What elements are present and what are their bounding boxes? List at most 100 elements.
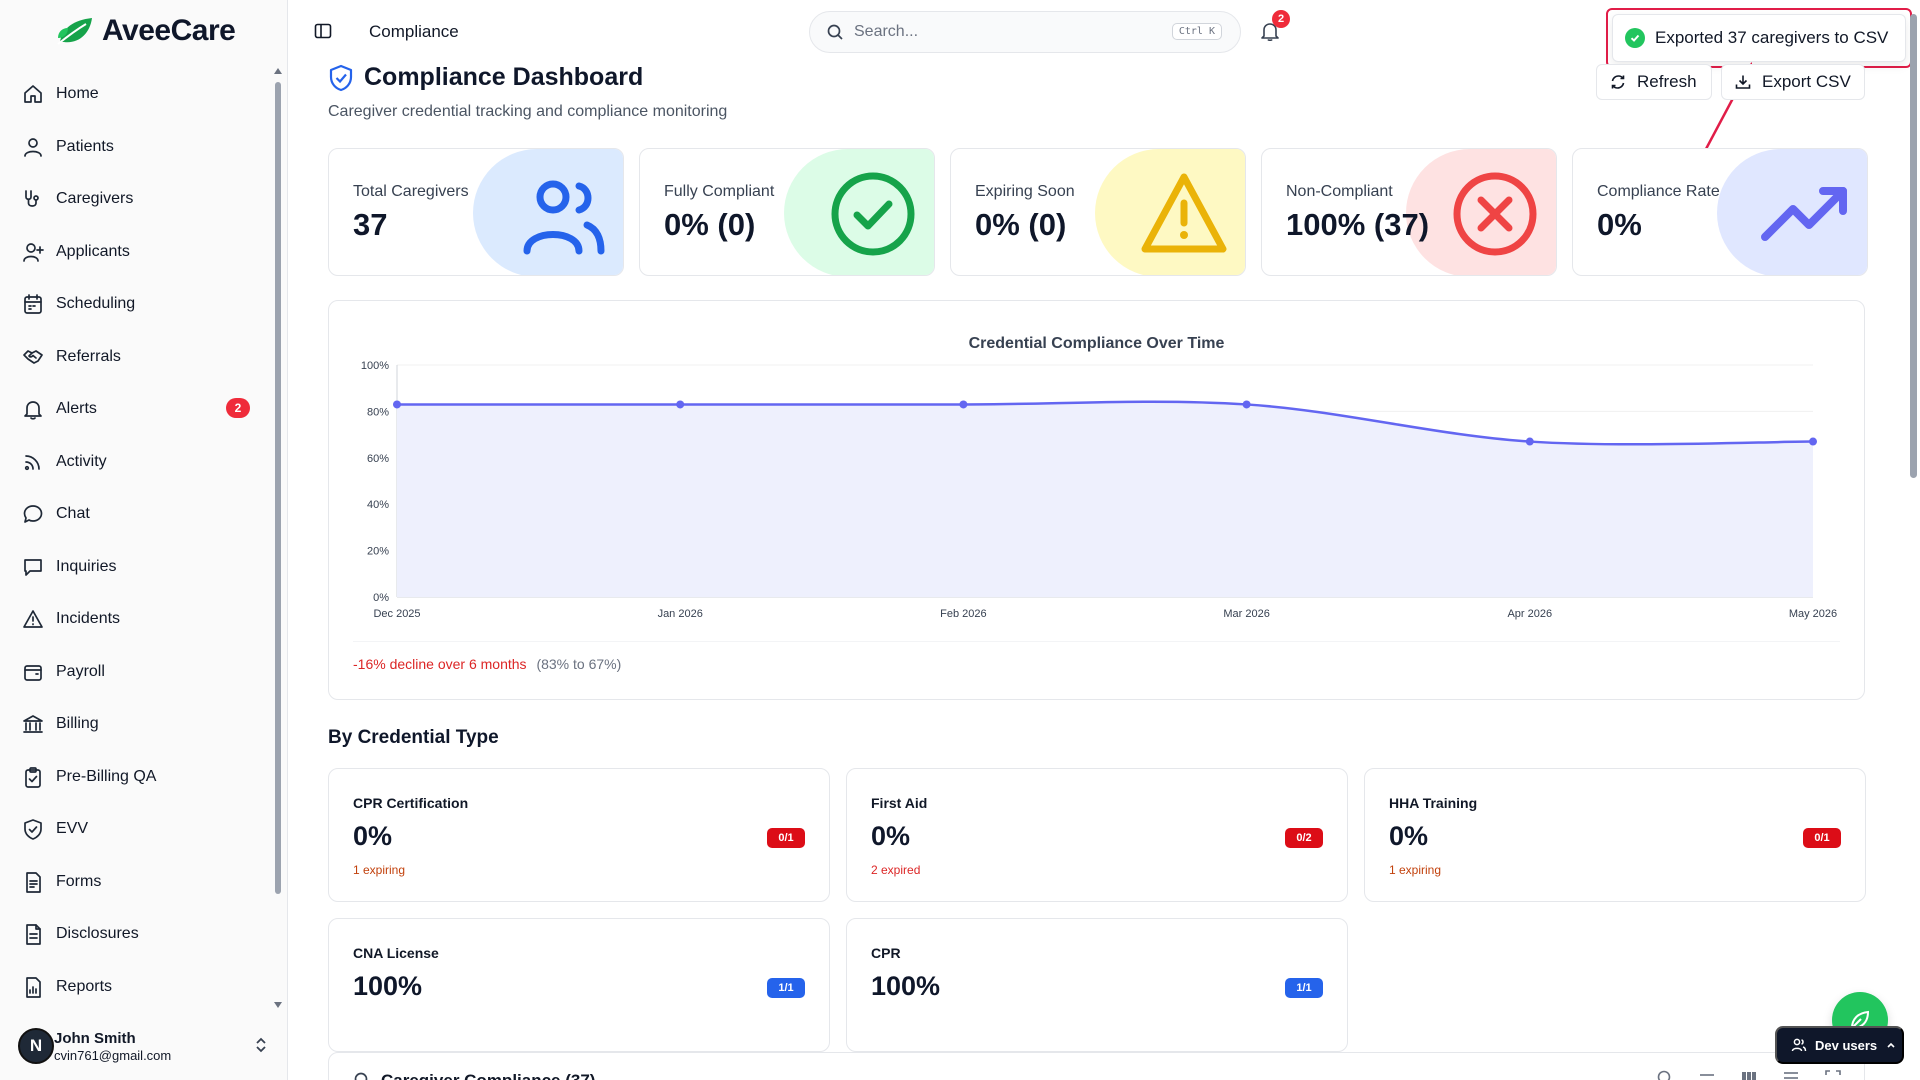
sidebar-item-referrals[interactable]: Referrals xyxy=(0,331,272,384)
stat-value: 100% (37) xyxy=(1286,207,1430,242)
sidebar-scrollbar[interactable] xyxy=(272,68,284,1008)
sidebar-item-disclosures[interactable]: Disclosures xyxy=(0,908,272,961)
sidebar-item-reports[interactable]: Reports xyxy=(0,961,272,1014)
brand-logo[interactable]: AveeCare xyxy=(56,14,236,48)
rss-icon xyxy=(22,451,44,473)
sidebar-item-incidents[interactable]: Incidents xyxy=(0,593,272,646)
x-tick-label: Feb 2026 xyxy=(940,608,986,620)
sidebar-item-scheduling[interactable]: Scheduling xyxy=(0,278,272,331)
trending-up-icon xyxy=(1761,187,1847,241)
stat-card-total-caregivers: Total Caregivers 37 xyxy=(328,148,624,276)
dev-users-label: Dev users xyxy=(1815,1037,1878,1053)
columns-icon[interactable] xyxy=(1740,1069,1758,1080)
main-scroll-thumb[interactable] xyxy=(1910,14,1917,478)
sidebar-item-pre-billing-qa[interactable]: Pre-Billing QA xyxy=(0,751,272,804)
filter-list-icon[interactable] xyxy=(1782,1069,1800,1080)
sidebar-item-caregivers[interactable]: Caregivers xyxy=(0,173,272,226)
section-heading-credential-type: By Credential Type xyxy=(328,727,499,748)
message-square-icon xyxy=(22,556,44,578)
credential-card-cpr[interactable]: CPR 100% 1/1 xyxy=(846,918,1348,1052)
dev-users-button[interactable]: Dev users xyxy=(1775,1026,1904,1064)
search-icon[interactable] xyxy=(1656,1069,1674,1080)
warning-icon xyxy=(22,608,44,630)
sidebar-item-alerts[interactable]: Alerts 2 xyxy=(0,383,272,436)
search-shortcut: Ctrl K xyxy=(1171,23,1222,40)
stat-label: Compliance Rate xyxy=(1597,183,1720,200)
y-tick-label: 80% xyxy=(367,406,389,418)
sidebar-item-label: Forms xyxy=(56,872,102,890)
brand-name: AveeCare xyxy=(102,14,236,47)
toast-notification[interactable]: Exported 37 caregivers to CSV xyxy=(1612,14,1906,62)
data-point xyxy=(393,400,401,409)
main-scrollbar[interactable] xyxy=(1906,0,1920,1080)
y-tick-label: 0% xyxy=(373,592,389,604)
data-point xyxy=(1809,437,1817,446)
user-name: John Smith xyxy=(54,1029,136,1047)
users-icon xyxy=(1791,1038,1807,1052)
credential-count-badge: 1/1 xyxy=(767,978,805,998)
sidebar-item-payroll[interactable]: Payroll xyxy=(0,646,272,699)
sidebar-item-label: Patients xyxy=(56,137,114,155)
user-info: John Smith cvin761@gmail.com xyxy=(54,1030,171,1063)
sidebar-toggle-icon[interactable] xyxy=(314,22,332,40)
x-tick-label: May 2026 xyxy=(1789,608,1837,620)
scroll-up-arrow-icon[interactable] xyxy=(274,68,282,74)
sidebar-item-inquiries[interactable]: Inquiries xyxy=(0,541,272,594)
page-title: Compliance Dashboard xyxy=(328,63,643,92)
bell-icon xyxy=(22,398,44,420)
y-tick-label: 100% xyxy=(361,360,389,372)
stat-value: 0% (0) xyxy=(664,207,756,242)
refresh-button[interactable]: Refresh xyxy=(1596,64,1712,100)
credential-percent: 100% xyxy=(871,971,941,1001)
page-header: Compliance Dashboard Caregiver credentia… xyxy=(328,63,727,120)
document-icon xyxy=(22,923,44,946)
search-placeholder: Search... xyxy=(854,23,919,40)
sidebar-item-forms[interactable]: Forms xyxy=(0,856,272,909)
chevron-up-icon xyxy=(1887,1042,1895,1048)
page-subtitle: Caregiver credential tracking and compli… xyxy=(328,103,728,120)
density-icon[interactable] xyxy=(1698,1069,1716,1080)
sidebar-scroll-thumb[interactable] xyxy=(275,82,281,894)
search-icon[interactable] xyxy=(353,1071,371,1080)
stat-label: Total Caregivers xyxy=(353,183,469,200)
stat-card-compliance-rate: Compliance Rate 0% xyxy=(1572,148,1868,276)
export-csv-button[interactable]: Export CSV xyxy=(1721,64,1865,100)
sidebar-item-chat[interactable]: Chat xyxy=(0,488,272,541)
sidebar-item-label: Scheduling xyxy=(56,295,136,313)
credential-note: 1 expiring xyxy=(353,863,406,877)
chevrons-up-down-icon[interactable] xyxy=(254,1036,268,1054)
x-tick-label: Jan 2026 xyxy=(658,608,703,620)
scroll-down-arrow-icon[interactable] xyxy=(274,1002,282,1008)
stat-card-non-compliant: Non-Compliant 100% (37) xyxy=(1261,148,1557,276)
sidebar-item-evv[interactable]: EVV xyxy=(0,803,272,856)
sidebar-item-applicants[interactable]: Applicants xyxy=(0,226,272,279)
sidebar-item-activity[interactable]: Activity xyxy=(0,436,272,489)
credential-card-hha-training[interactable]: HHA Training 0% 0/1 1 expiring xyxy=(1364,768,1866,902)
table-title: Caregiver Compliance (37) xyxy=(381,1071,595,1080)
search-input[interactable]: Search... Ctrl K xyxy=(809,11,1241,53)
page-title-text: Compliance Dashboard xyxy=(364,63,644,91)
fullscreen-icon[interactable] xyxy=(1824,1069,1842,1080)
sidebar-item-label: Activity xyxy=(56,452,107,470)
trend-range: (83% to 67%) xyxy=(536,656,622,672)
credential-name: First Aid xyxy=(871,795,928,811)
compliance-line-chart: 0% 20% 40% 60% 80% 100% Dec 2025 Jan 2026 Feb 20… xyxy=(361,360,1837,620)
stat-label: Fully Compliant xyxy=(664,183,775,200)
compliance-chart-card: Credential Compliance Over Time 0% 20% 40%… xyxy=(328,300,1865,700)
credential-card-first-aid[interactable]: First Aid 0% 0/2 2 expired xyxy=(846,768,1348,902)
sidebar-item-home[interactable]: Home xyxy=(0,68,272,121)
user-plus-icon xyxy=(22,241,44,263)
user-menu[interactable]: N John Smith cvin761@gmail.com xyxy=(18,1024,272,1068)
notifications-badge: 2 xyxy=(1272,10,1290,28)
sidebar-item-label: Chat xyxy=(56,505,90,523)
series-line xyxy=(396,400,1814,446)
notifications-bell-icon[interactable] xyxy=(1259,20,1281,42)
data-point xyxy=(1525,437,1534,446)
sidebar-item-label: Alerts xyxy=(56,400,97,418)
leaf-logo-icon xyxy=(57,18,92,45)
sidebar-item-label: Pre-Billing QA xyxy=(56,767,157,785)
sidebar-item-patients[interactable]: Patients xyxy=(0,121,272,174)
credential-card-cna-license[interactable]: CNA License 100% 1/1 xyxy=(328,918,830,1052)
sidebar-item-billing[interactable]: Billing xyxy=(0,698,272,751)
credential-card-cpr-certification[interactable]: CPR Certification 0% 0/1 1 expiring xyxy=(328,768,830,902)
